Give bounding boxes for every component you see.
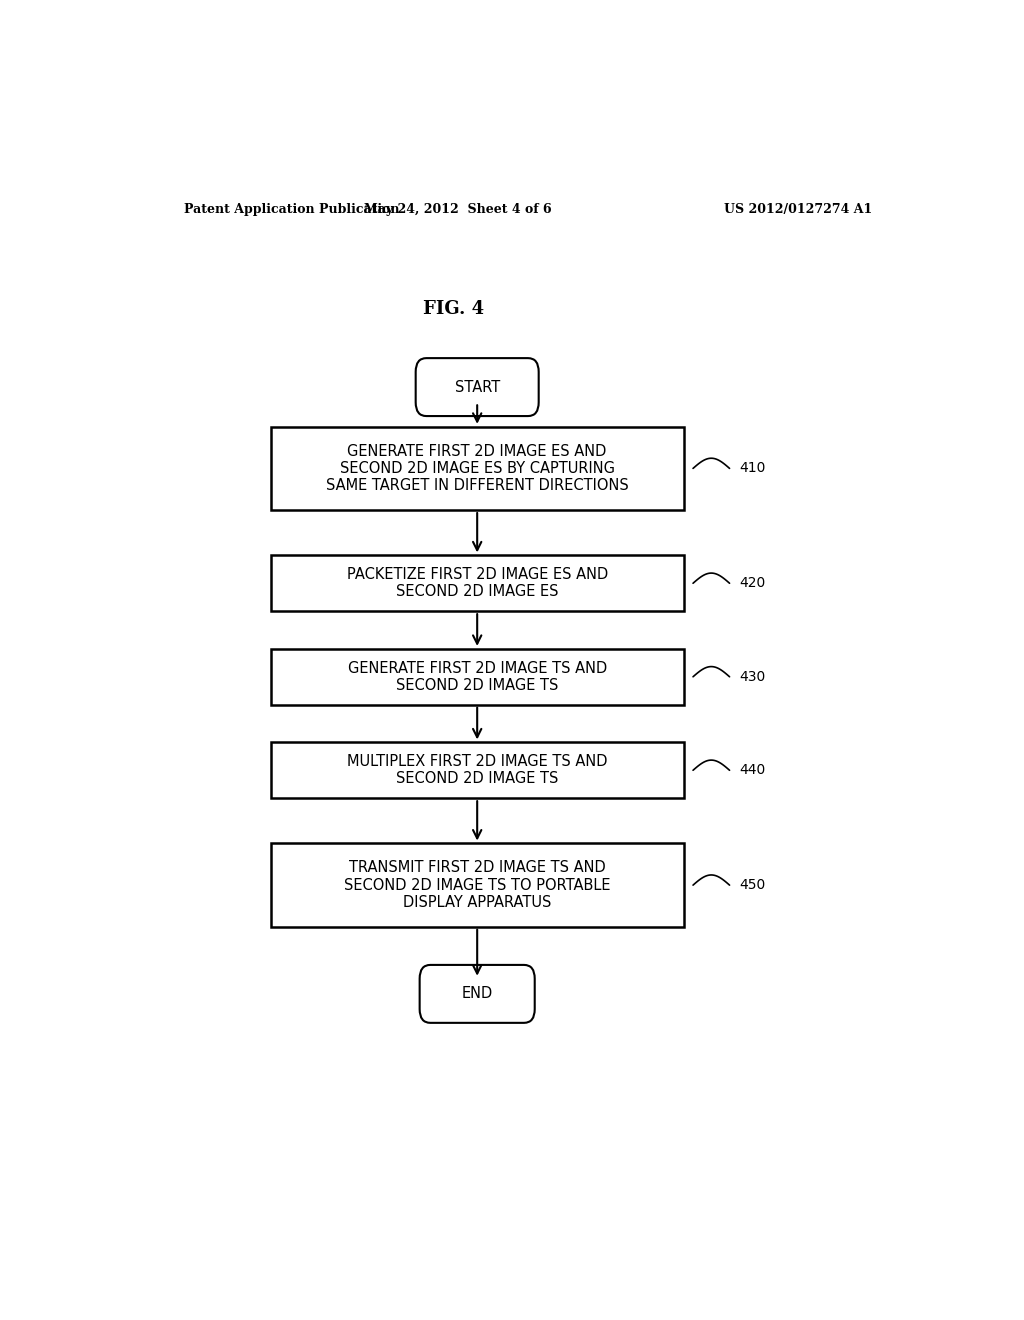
Bar xyxy=(270,649,684,705)
Text: PACKETIZE FIRST 2D IMAGE ES AND
SECOND 2D IMAGE ES: PACKETIZE FIRST 2D IMAGE ES AND SECOND 2… xyxy=(346,568,608,599)
Text: US 2012/0127274 A1: US 2012/0127274 A1 xyxy=(724,203,872,215)
Text: May 24, 2012  Sheet 4 of 6: May 24, 2012 Sheet 4 of 6 xyxy=(364,203,551,215)
Text: GENERATE FIRST 2D IMAGE TS AND
SECOND 2D IMAGE TS: GENERATE FIRST 2D IMAGE TS AND SECOND 2D… xyxy=(347,660,607,693)
Text: 420: 420 xyxy=(739,577,765,590)
Text: 410: 410 xyxy=(739,462,766,475)
Text: GENERATE FIRST 2D IMAGE ES AND
SECOND 2D IMAGE ES BY CAPTURING
SAME TARGET IN DI: GENERATE FIRST 2D IMAGE ES AND SECOND 2D… xyxy=(326,444,629,494)
Text: 450: 450 xyxy=(739,878,765,892)
Text: Patent Application Publication: Patent Application Publication xyxy=(183,203,399,215)
FancyBboxPatch shape xyxy=(420,965,535,1023)
Text: END: END xyxy=(462,986,493,1002)
Text: MULTIPLEX FIRST 2D IMAGE TS AND
SECOND 2D IMAGE TS: MULTIPLEX FIRST 2D IMAGE TS AND SECOND 2… xyxy=(347,754,607,787)
Bar xyxy=(270,426,684,510)
Bar xyxy=(270,556,684,611)
Text: 430: 430 xyxy=(739,669,765,684)
Text: FIG. 4: FIG. 4 xyxy=(423,300,484,318)
FancyBboxPatch shape xyxy=(416,358,539,416)
Text: TRANSMIT FIRST 2D IMAGE TS AND
SECOND 2D IMAGE TS TO PORTABLE
DISPLAY APPARATUS: TRANSMIT FIRST 2D IMAGE TS AND SECOND 2D… xyxy=(344,861,610,909)
Text: 440: 440 xyxy=(739,763,765,777)
Text: START: START xyxy=(455,380,500,395)
Bar xyxy=(270,843,684,927)
Bar xyxy=(270,742,684,799)
